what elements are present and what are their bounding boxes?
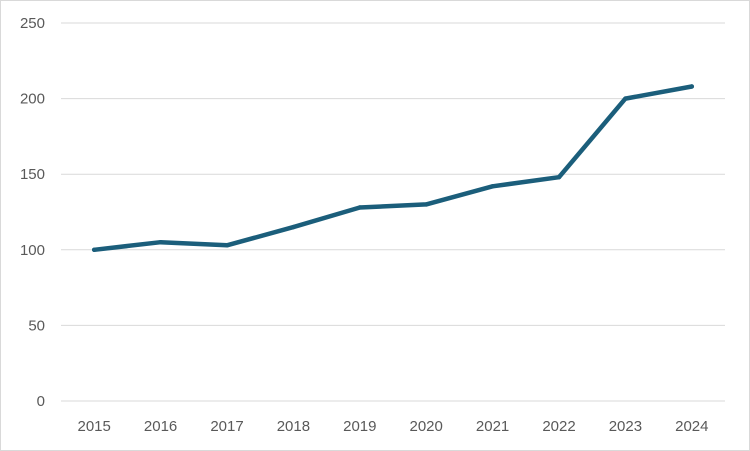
- y-axis-ticks: 0 50 100 150 200 250: [20, 15, 45, 410]
- data-point: [623, 96, 628, 101]
- x-tick-label: 2023: [609, 418, 642, 435]
- x-tick-label: 2024: [675, 418, 708, 435]
- data-point: [424, 202, 429, 207]
- x-tick-label: 2015: [78, 418, 111, 435]
- x-tick-label: 2019: [343, 418, 376, 435]
- x-tick-label: 2016: [144, 418, 177, 435]
- data-point: [92, 247, 97, 252]
- y-tick-label: 150: [20, 166, 45, 183]
- y-tick-label: 100: [20, 242, 45, 259]
- x-tick-label: 2018: [277, 418, 310, 435]
- x-tick-label: 2017: [210, 418, 243, 435]
- data-point: [490, 184, 495, 189]
- x-tick-label: 2020: [410, 418, 443, 435]
- y-tick-label: 50: [28, 317, 45, 334]
- y-tick-label: 250: [20, 15, 45, 32]
- x-tick-label: 2022: [542, 418, 575, 435]
- series-group: [91, 84, 695, 253]
- data-point: [224, 243, 230, 248]
- data-point: [689, 84, 694, 89]
- data-point: [158, 240, 163, 245]
- x-axis-ticks: 2015 2016 2017 2018 2019 2020 2021 2022 2023 2024: [78, 418, 709, 435]
- data-point: [291, 224, 296, 230]
- x-tick-label: 2021: [476, 418, 509, 435]
- gridlines: [61, 22, 725, 402]
- data-point: [357, 205, 362, 210]
- y-tick-label: 200: [20, 91, 45, 108]
- y-tick-label: 0: [37, 393, 45, 410]
- series-line-0: [91, 84, 695, 253]
- data-point: [556, 175, 562, 180]
